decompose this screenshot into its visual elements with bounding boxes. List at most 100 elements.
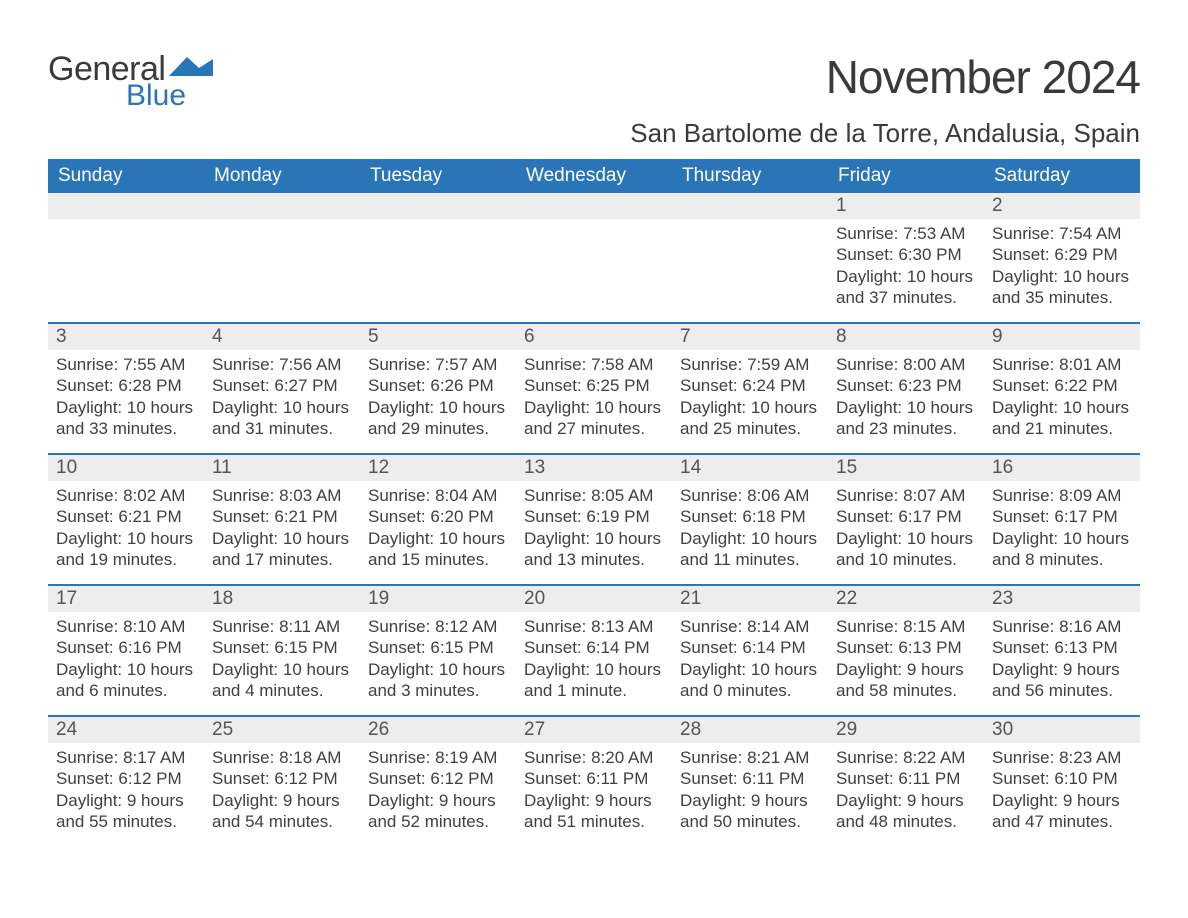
day-number-row: 26: [360, 717, 516, 743]
sunrise-line: Sunrise: 8:17 AM: [56, 747, 196, 768]
calendar-cell: 5 Sunrise: 7:57 AMSunset: 6:26 PMDaylight…: [360, 324, 516, 453]
sunset-line: Sunset: 6:19 PM: [524, 506, 664, 527]
calendar-cell: 17Sunrise: 8:10 AMSunset: 6:16 PMDayligh…: [48, 586, 204, 715]
daylight-line: Daylight: 9 hours and 54 minutes.: [212, 790, 352, 833]
calendar-cell: 20Sunrise: 8:13 AMSunset: 6:14 PMDayligh…: [516, 586, 672, 715]
sunrise-line: Sunrise: 7:57 AM: [368, 354, 508, 375]
calendar-week: 17Sunrise: 8:10 AMSunset: 6:16 PMDayligh…: [48, 584, 1140, 715]
day-number-row: 16: [984, 455, 1140, 481]
day-number-row: 20: [516, 586, 672, 612]
day-number: 12: [368, 457, 389, 478]
sunrise-line: Sunrise: 8:03 AM: [212, 485, 352, 506]
calendar-cell: 30Sunrise: 8:23 AMSunset: 6:10 PMDayligh…: [984, 717, 1140, 846]
sunrise-line: Sunrise: 8:20 AM: [524, 747, 664, 768]
day-number-row: 11: [204, 455, 360, 481]
calendar-cell: 24Sunrise: 8:17 AMSunset: 6:12 PMDayligh…: [48, 717, 204, 846]
day-number-row: 2: [984, 193, 1140, 219]
day-details: Sunrise: 8:12 AMSunset: 6:15 PMDaylight:…: [360, 612, 516, 701]
logo-text-blue: Blue: [126, 79, 213, 113]
day-details: Sunrise: 8:03 AMSunset: 6:21 PMDaylight:…: [204, 481, 360, 570]
daylight-line: Daylight: 10 hours and 33 minutes.: [56, 397, 196, 440]
day-number-row: 9: [984, 324, 1140, 350]
calendar-cell: 25 Sunrise: 8:18 AMSunset: 6:12 PMDayligh…: [204, 717, 360, 846]
sunrise-line: Sunrise: 8:22 AM: [836, 747, 976, 768]
day-number: 4: [212, 326, 223, 347]
day-details: Sunrise: 7:55 AMSunset: 6:28 PMDaylight:…: [48, 350, 204, 439]
day-number-row: 5: [360, 324, 516, 350]
day-number-row: 23: [984, 586, 1140, 612]
sunrise-line: Sunrise: 7:53 AM: [836, 223, 976, 244]
day-number-row: 13: [516, 455, 672, 481]
logo: General Blue: [48, 50, 213, 113]
dow-sunday: Sunday: [48, 159, 204, 193]
title-block: November 2024 San Bartolome de la Torre,…: [630, 50, 1140, 149]
day-details: Sunrise: 8:00 AMSunset: 6:23 PMDaylight:…: [828, 350, 984, 439]
daylight-line: Daylight: 10 hours and 35 minutes.: [992, 266, 1132, 309]
day-details: Sunrise: 8:13 AMSunset: 6:14 PMDaylight:…: [516, 612, 672, 701]
day-number-row: 28: [672, 717, 828, 743]
sunrise-line: Sunrise: 8:00 AM: [836, 354, 976, 375]
day-number-row: .: [516, 193, 672, 219]
sunset-line: Sunset: 6:25 PM: [524, 375, 664, 396]
day-number: 7: [680, 326, 691, 347]
daylight-line: Daylight: 10 hours and 4 minutes.: [212, 659, 352, 702]
sunrise-line: Sunrise: 8:06 AM: [680, 485, 820, 506]
day-number: 3: [56, 326, 67, 347]
header: General Blue November 2024 San Bartolome…: [48, 20, 1140, 149]
calendar-cell: .: [672, 193, 828, 322]
calendar-cell: 7Sunrise: 7:59 AMSunset: 6:24 PMDaylight…: [672, 324, 828, 453]
dow-thursday: Thursday: [672, 159, 828, 193]
day-number: 18: [212, 588, 233, 609]
day-details: Sunrise: 7:54 AMSunset: 6:29 PMDaylight:…: [984, 219, 1140, 308]
calendar-cell: 27Sunrise: 8:20 AMSunset: 6:11 PMDayligh…: [516, 717, 672, 846]
day-number-row: 6: [516, 324, 672, 350]
daylight-line: Daylight: 10 hours and 21 minutes.: [992, 397, 1132, 440]
day-details: Sunrise: 8:04 AMSunset: 6:20 PMDaylight:…: [360, 481, 516, 570]
sunrise-line: Sunrise: 8:19 AM: [368, 747, 508, 768]
location-subtitle: San Bartolome de la Torre, Andalusia, Sp…: [630, 118, 1140, 149]
day-number-row: .: [48, 193, 204, 219]
day-number: 9: [992, 326, 1003, 347]
daylight-line: Daylight: 10 hours and 10 minutes.: [836, 528, 976, 571]
day-number-row: 12: [360, 455, 516, 481]
day-number: 24: [56, 719, 77, 740]
calendar-cell: .: [204, 193, 360, 322]
day-details: Sunrise: 8:18 AMSunset: 6:12 PMDaylight:…: [204, 743, 360, 832]
calendar-cell: 8Sunrise: 8:00 AMSunset: 6:23 PMDaylight…: [828, 324, 984, 453]
day-details: Sunrise: 8:20 AMSunset: 6:11 PMDaylight:…: [516, 743, 672, 832]
daylight-line: Daylight: 10 hours and 23 minutes.: [836, 397, 976, 440]
day-number-row: 17: [48, 586, 204, 612]
day-number: 11: [212, 457, 232, 478]
calendar-cell: 1Sunrise: 7:53 AMSunset: 6:30 PMDaylight…: [828, 193, 984, 322]
calendar-week: 10Sunrise: 8:02 AMSunset: 6:21 PMDayligh…: [48, 453, 1140, 584]
day-number-row: 25: [204, 717, 360, 743]
daylight-line: Daylight: 10 hours and 11 minutes.: [680, 528, 820, 571]
sunset-line: Sunset: 6:29 PM: [992, 244, 1132, 265]
sunrise-line: Sunrise: 8:23 AM: [992, 747, 1132, 768]
sunrise-line: Sunrise: 8:05 AM: [524, 485, 664, 506]
daylight-line: Daylight: 10 hours and 8 minutes.: [992, 528, 1132, 571]
sunrise-line: Sunrise: 8:10 AM: [56, 616, 196, 637]
daylight-line: Daylight: 10 hours and 1 minute.: [524, 659, 664, 702]
sunset-line: Sunset: 6:15 PM: [368, 637, 508, 658]
sunset-line: Sunset: 6:27 PM: [212, 375, 352, 396]
day-number: 5: [368, 326, 379, 347]
sunrise-line: Sunrise: 8:15 AM: [836, 616, 976, 637]
day-number-row: 18: [204, 586, 360, 612]
calendar-cell: 29Sunrise: 8:22 AMSunset: 6:11 PMDayligh…: [828, 717, 984, 846]
sunset-line: Sunset: 6:17 PM: [836, 506, 976, 527]
day-details: Sunrise: 8:23 AMSunset: 6:10 PMDaylight:…: [984, 743, 1140, 832]
day-details: Sunrise: 8:07 AMSunset: 6:17 PMDaylight:…: [828, 481, 984, 570]
day-details: Sunrise: 8:05 AMSunset: 6:19 PMDaylight:…: [516, 481, 672, 570]
calendar-cell: 14Sunrise: 8:06 AMSunset: 6:18 PMDayligh…: [672, 455, 828, 584]
sunrise-line: Sunrise: 8:07 AM: [836, 485, 976, 506]
day-number-row: 24: [48, 717, 204, 743]
day-number-row: 3: [48, 324, 204, 350]
day-details: Sunrise: 7:57 AMSunset: 6:26 PMDaylight:…: [360, 350, 516, 439]
sunrise-line: Sunrise: 8:16 AM: [992, 616, 1132, 637]
day-number-row: 8: [828, 324, 984, 350]
calendar-week: 3 Sunrise: 7:55 AMSunset: 6:28 PMDaylight…: [48, 322, 1140, 453]
day-number: 25: [212, 719, 233, 740]
sunset-line: Sunset: 6:15 PM: [212, 637, 352, 658]
day-number: 6: [524, 326, 535, 347]
